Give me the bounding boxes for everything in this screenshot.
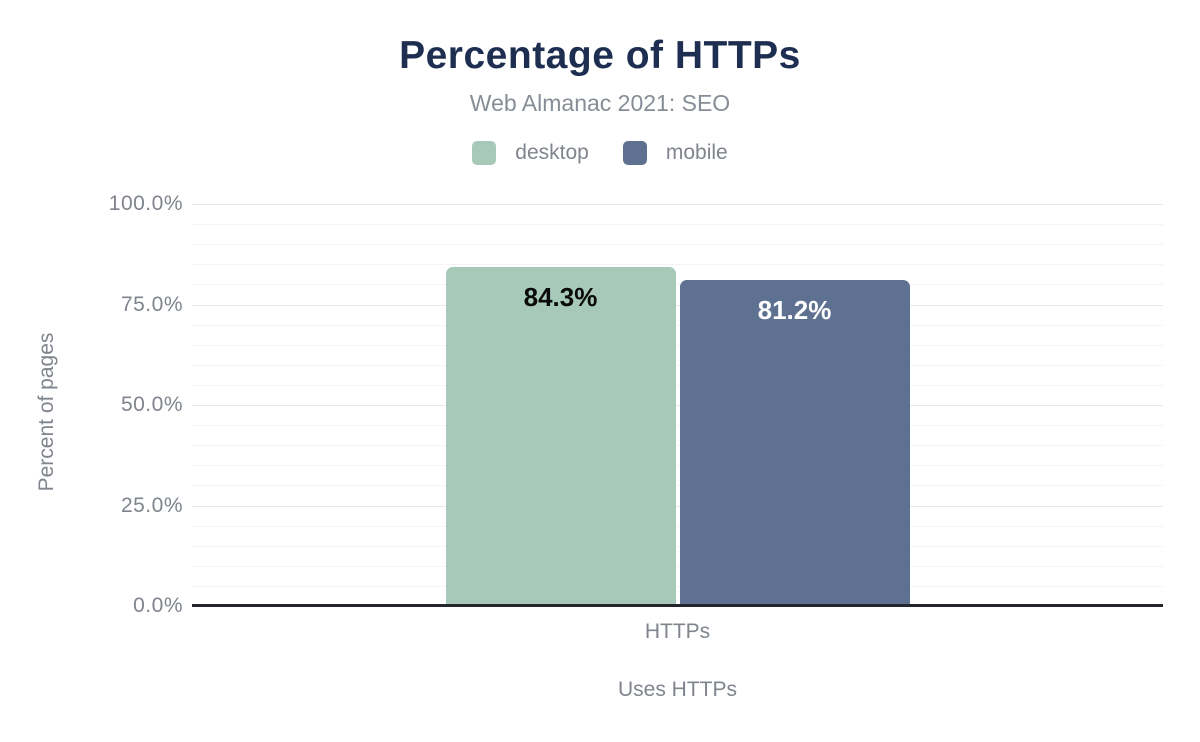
gridline-minor (192, 425, 1163, 427)
bar-value-label-mobile: 81.2% (757, 294, 832, 325)
legend-swatch-mobile-icon (622, 141, 647, 165)
gridline-minor (192, 445, 1163, 447)
x-axis-line (192, 604, 1163, 607)
gridlines (192, 204, 1163, 606)
bars-group: 84.3% 81.2% (192, 204, 1163, 606)
gridline-minor (192, 324, 1163, 326)
y-tick-label: 50.0% (120, 393, 183, 416)
gridline-major (192, 505, 1163, 507)
legend-label-desktop: desktop (515, 141, 589, 164)
gridline-major (192, 304, 1163, 306)
y-tick-label: 100.0% (108, 192, 183, 215)
legend-swatch-desktop-icon (472, 141, 497, 165)
bar-value-label-desktop: 84.3% (523, 282, 598, 313)
gridline-minor (192, 384, 1163, 386)
plot-area: 84.3% 81.2% (192, 204, 1163, 607)
x-tick-label: HTTPs (644, 620, 711, 643)
gridline-minor (192, 585, 1163, 587)
gridline-minor (192, 364, 1163, 366)
chart-subtitle: Web Almanac 2021: SEO (469, 90, 731, 116)
gridline-minor (192, 244, 1163, 246)
gridline-minor (192, 344, 1163, 346)
legend-label-mobile: mobile (665, 141, 728, 164)
bar-mobile[interactable]: 81.2% (679, 279, 910, 606)
gridline-minor (192, 545, 1163, 547)
y-tick-label: 75.0% (120, 292, 183, 316)
legend-item-desktop[interactable]: desktop (472, 141, 589, 165)
bar-desktop[interactable]: 84.3% (445, 267, 676, 606)
gridline-minor (192, 565, 1163, 567)
y-tick-label: 0.0% (133, 594, 183, 617)
gridline-minor (192, 284, 1163, 286)
y-tick-label: 25.0% (120, 493, 183, 517)
legend-item-mobile[interactable]: mobile (622, 141, 728, 165)
gridline-minor (192, 465, 1163, 467)
gridline-minor (192, 525, 1163, 527)
y-axis-tick-labels: 100.0% 75.0% 50.0% 25.0% 0.0% (0, 192, 183, 617)
chart-title: Percentage of HTTPs (399, 34, 801, 77)
gridline-major (192, 204, 1163, 205)
gridline-minor (192, 485, 1163, 487)
gridline-minor (192, 264, 1163, 266)
x-axis-title: Uses HTTPs (617, 678, 737, 701)
gridline-minor (192, 224, 1163, 226)
legend: desktop mobile (0, 141, 1200, 165)
gridline-major (192, 405, 1163, 406)
